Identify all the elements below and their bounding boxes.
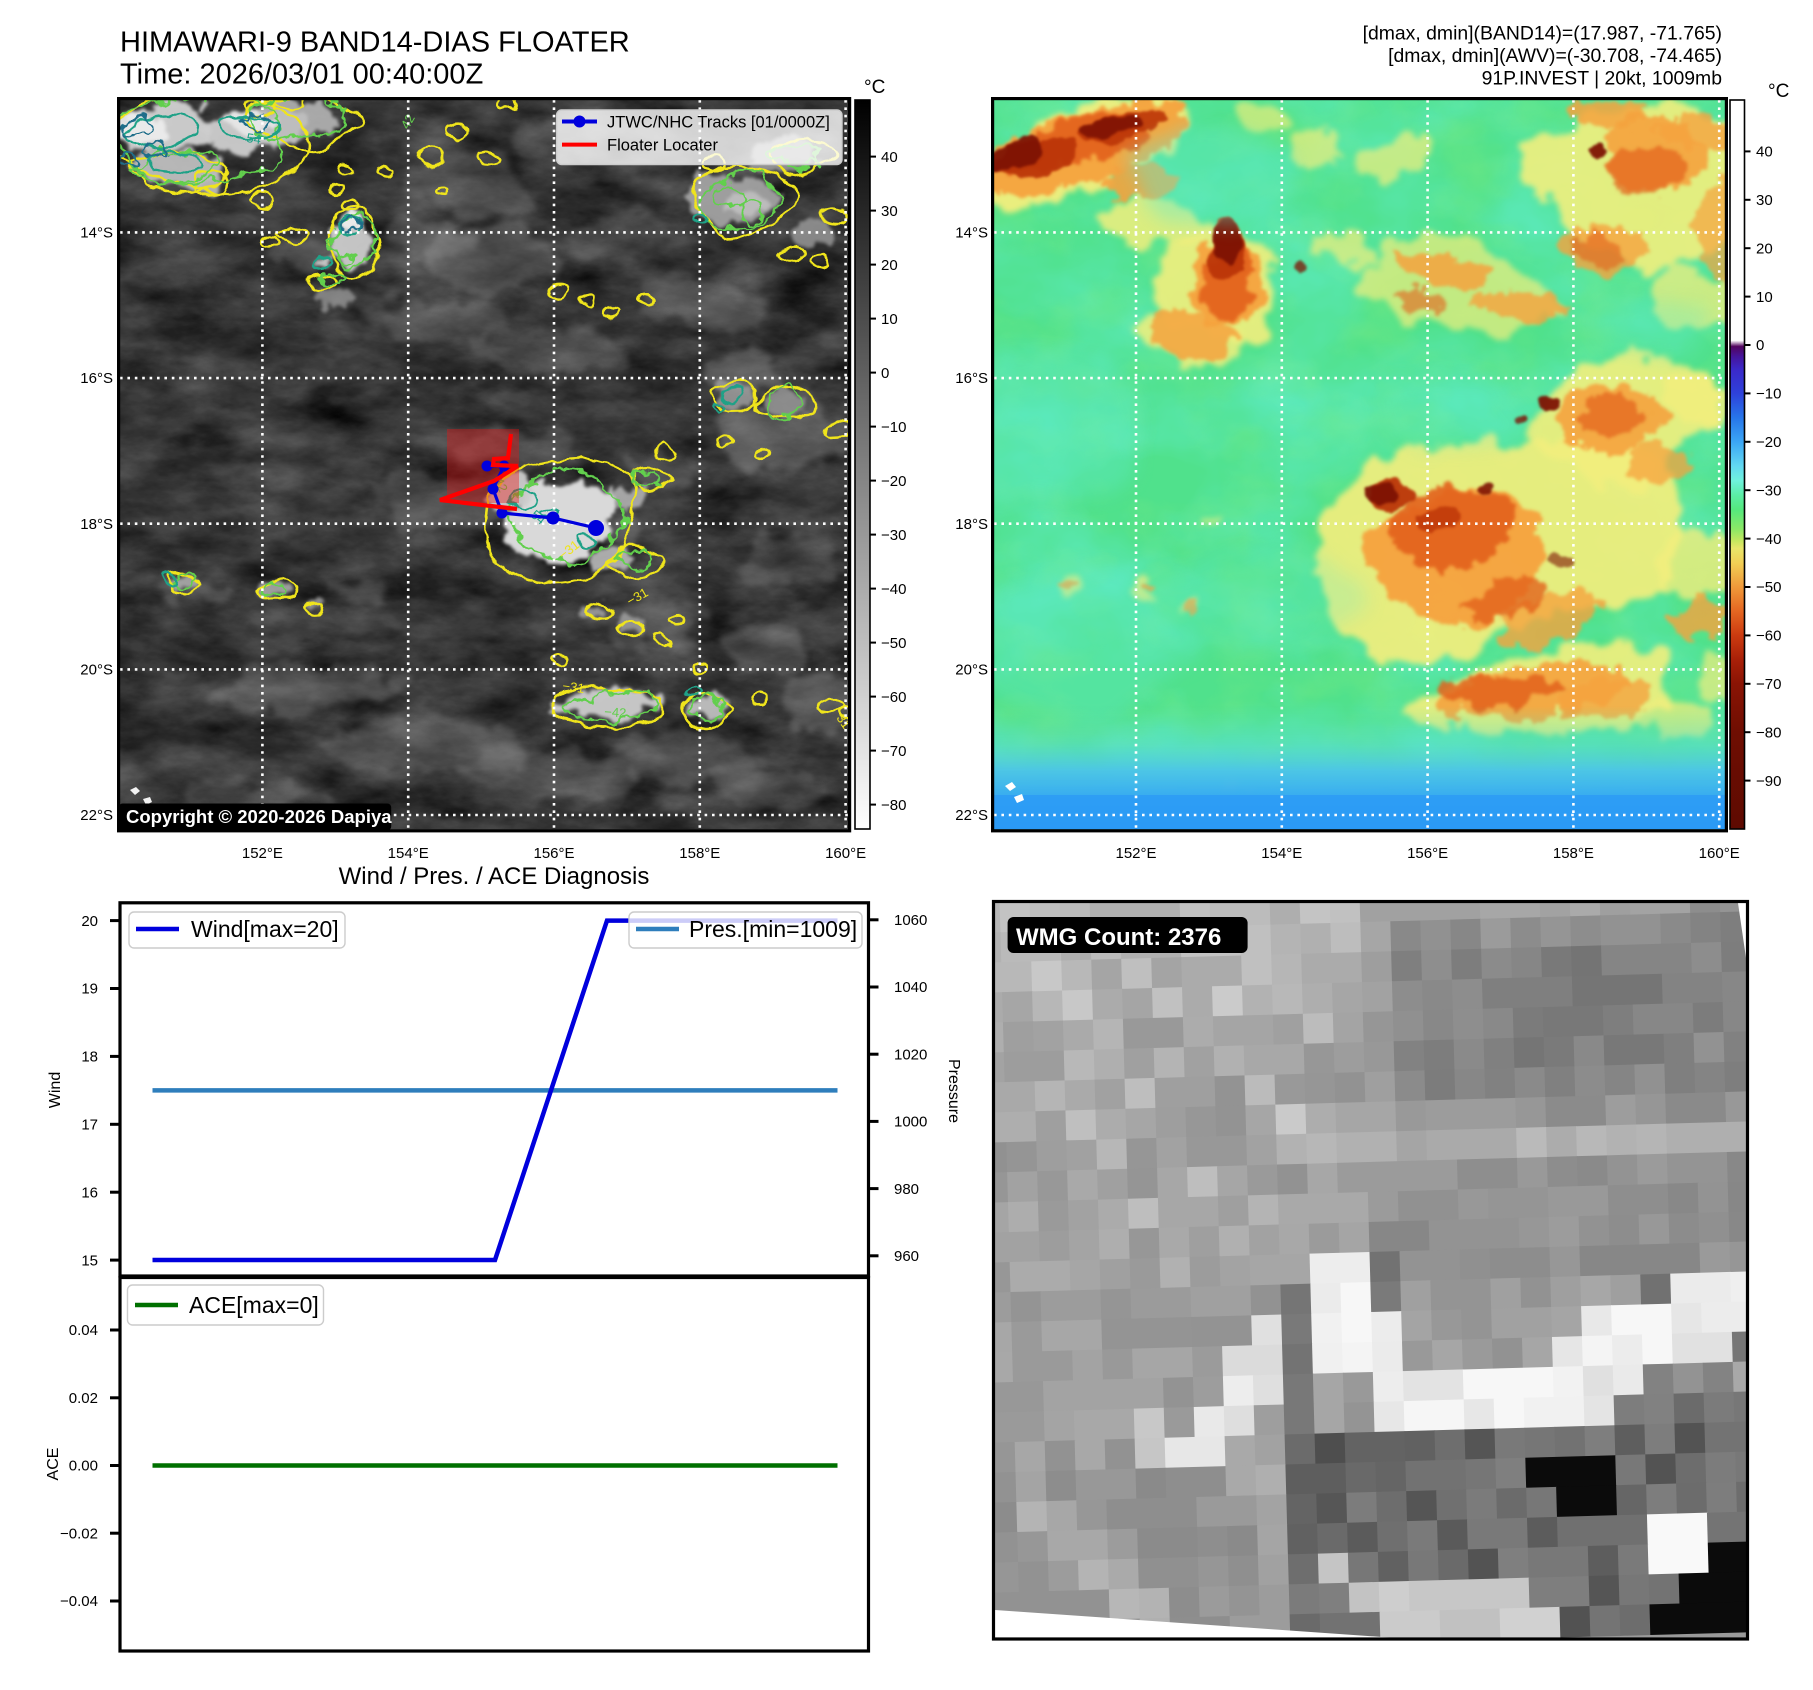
svg-text:−31: −31 bbox=[562, 678, 586, 696]
svg-text:20: 20 bbox=[81, 913, 98, 930]
svg-text:ACE: ACE bbox=[45, 1448, 62, 1481]
svg-text:0: 0 bbox=[881, 365, 889, 382]
svg-text:14°S: 14°S bbox=[955, 225, 988, 242]
svg-text:158°E: 158°E bbox=[1553, 845, 1594, 862]
svg-text:−80: −80 bbox=[881, 797, 906, 814]
svg-text:16: 16 bbox=[81, 1184, 98, 1201]
svg-text:°C: °C bbox=[864, 77, 885, 98]
svg-text:154°E: 154°E bbox=[1261, 845, 1302, 862]
svg-text:−70: −70 bbox=[881, 743, 906, 760]
svg-text:20: 20 bbox=[1756, 240, 1773, 257]
svg-text:Pres.[min=1009]: Pres.[min=1009] bbox=[689, 916, 857, 942]
svg-text:−20: −20 bbox=[881, 473, 906, 490]
svg-text:Wind / Pres. / ACE Diagnosis: Wind / Pres. / ACE Diagnosis bbox=[339, 863, 650, 890]
svg-text:0.00: 0.00 bbox=[69, 1458, 98, 1475]
svg-text:−0.02: −0.02 bbox=[60, 1526, 98, 1543]
svg-text:980: 980 bbox=[894, 1181, 919, 1198]
svg-text:18: 18 bbox=[81, 1049, 98, 1066]
svg-text:16°S: 16°S bbox=[80, 370, 113, 387]
svg-text:−40: −40 bbox=[881, 581, 906, 598]
svg-text:30: 30 bbox=[881, 203, 898, 220]
svg-text:40: 40 bbox=[881, 149, 898, 166]
svg-text:1020: 1020 bbox=[894, 1046, 927, 1063]
svg-text:JTWC/NHC Tracks [01/0000Z]: JTWC/NHC Tracks [01/0000Z] bbox=[607, 114, 830, 132]
svg-text:0.04: 0.04 bbox=[69, 1322, 98, 1339]
svg-text:160°E: 160°E bbox=[825, 845, 866, 862]
svg-text:42: 42 bbox=[398, 111, 418, 131]
svg-text:91P.INVEST | 20kt, 1009mb: 91P.INVEST | 20kt, 1009mb bbox=[1482, 68, 1722, 90]
svg-text:−50: −50 bbox=[881, 635, 906, 652]
svg-text:30: 30 bbox=[1756, 192, 1773, 209]
svg-text:0.02: 0.02 bbox=[69, 1390, 98, 1407]
svg-text:1060: 1060 bbox=[894, 912, 927, 929]
svg-text:1040: 1040 bbox=[894, 979, 927, 996]
svg-text:0: 0 bbox=[1756, 337, 1764, 354]
svg-text:156°E: 156°E bbox=[533, 845, 574, 862]
svg-text:−80: −80 bbox=[1756, 724, 1781, 741]
svg-text:1000: 1000 bbox=[894, 1114, 927, 1131]
svg-text:−90: −90 bbox=[1756, 773, 1781, 790]
svg-text:−60: −60 bbox=[881, 689, 906, 706]
svg-text:10: 10 bbox=[1756, 289, 1773, 306]
svg-text:19: 19 bbox=[81, 981, 98, 998]
svg-text:152°E: 152°E bbox=[1115, 845, 1156, 862]
svg-text:160°E: 160°E bbox=[1699, 845, 1740, 862]
svg-text:−70: −70 bbox=[1756, 676, 1781, 693]
svg-text:−20: −20 bbox=[1756, 434, 1781, 451]
svg-text:158°E: 158°E bbox=[679, 845, 720, 862]
svg-text:Wind: Wind bbox=[47, 1072, 64, 1108]
svg-text:[dmax, dmin](AWV)=(-30.708, -7: [dmax, dmin](AWV)=(-30.708, -74.465) bbox=[1388, 45, 1722, 67]
svg-text:54: 54 bbox=[246, 130, 262, 147]
svg-text:Floater Locater: Floater Locater bbox=[607, 137, 718, 155]
svg-text:−30: −30 bbox=[1756, 482, 1781, 499]
svg-text:Pressure: Pressure bbox=[945, 1059, 962, 1123]
svg-text:154°E: 154°E bbox=[388, 845, 429, 862]
svg-text:[dmax, dmin](BAND14)=(17.987,: [dmax, dmin](BAND14)=(17.987, -71.765) bbox=[1363, 23, 1722, 45]
svg-text:20: 20 bbox=[881, 257, 898, 274]
svg-text:18°S: 18°S bbox=[80, 516, 113, 533]
svg-text:ACE[max=0]: ACE[max=0] bbox=[189, 1292, 319, 1318]
svg-text:17: 17 bbox=[81, 1117, 98, 1134]
svg-text:°C: °C bbox=[1768, 81, 1789, 102]
svg-text:40: 40 bbox=[1756, 144, 1773, 161]
svg-text:HIMAWARI-9 BAND14-DIAS FLOATER: HIMAWARI-9 BAND14-DIAS FLOATER bbox=[120, 27, 630, 59]
svg-text:Wind[max=20]: Wind[max=20] bbox=[191, 916, 339, 942]
svg-text:Copyright © 2020-2026 Dapiya: Copyright © 2020-2026 Dapiya bbox=[126, 806, 392, 827]
svg-text:156°E: 156°E bbox=[1407, 845, 1448, 862]
svg-text:22°S: 22°S bbox=[80, 807, 113, 824]
svg-text:15: 15 bbox=[81, 1252, 98, 1269]
svg-text:−42: −42 bbox=[604, 704, 627, 721]
svg-text:Time: 2026/03/01 00:40:00Z: Time: 2026/03/01 00:40:00Z bbox=[120, 59, 483, 91]
svg-text:−40: −40 bbox=[1756, 531, 1781, 548]
svg-text:14°S: 14°S bbox=[80, 225, 113, 242]
svg-text:−50: −50 bbox=[1756, 579, 1781, 596]
svg-text:−60: −60 bbox=[1756, 628, 1781, 645]
svg-text:960: 960 bbox=[894, 1248, 919, 1265]
svg-text:18°S: 18°S bbox=[955, 516, 988, 533]
svg-text:WMG Count: 2376: WMG Count: 2376 bbox=[1016, 924, 1221, 951]
svg-text:20°S: 20°S bbox=[80, 662, 113, 679]
svg-text:16°S: 16°S bbox=[955, 370, 988, 387]
svg-text:−10: −10 bbox=[881, 419, 906, 436]
svg-text:−30: −30 bbox=[881, 527, 906, 544]
svg-text:−10: −10 bbox=[1756, 386, 1781, 403]
svg-text:10: 10 bbox=[881, 311, 898, 328]
svg-text:152°E: 152°E bbox=[242, 845, 283, 862]
svg-text:20°S: 20°S bbox=[955, 662, 988, 679]
svg-text:−0.04: −0.04 bbox=[60, 1593, 98, 1610]
svg-text:22°S: 22°S bbox=[955, 807, 988, 824]
